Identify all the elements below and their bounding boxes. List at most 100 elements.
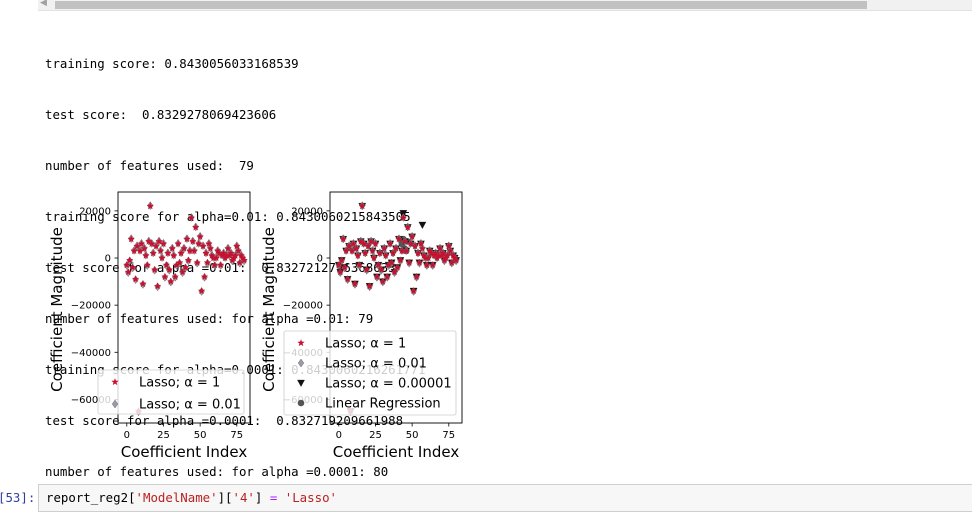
code-value: 'Lasso': [284, 490, 337, 505]
horizontal-scrollbar[interactable]: ◀: [38, 0, 972, 11]
data-point: [194, 239, 203, 248]
data-point: [445, 242, 453, 250]
y-tick-label: −20000: [71, 301, 111, 312]
data-point: [374, 261, 383, 269]
data-point: [370, 254, 378, 262]
code-var: report_reg2: [46, 490, 129, 505]
data-point: [206, 244, 215, 252]
data-point: [392, 244, 400, 252]
data-point: [396, 256, 405, 264]
output-line: test score: 0.8329278069423606: [45, 107, 277, 122]
data-point: [171, 272, 179, 281]
data-point: [174, 239, 182, 248]
y-axis-label: Coefficient Magnitude: [48, 227, 66, 392]
data-point: [403, 223, 412, 231]
data-point: [142, 251, 150, 259]
y-tick-label: 20000: [291, 206, 323, 217]
cell-output-text: training score: 0.8430056033168539 test …: [45, 21, 425, 497]
data-point: [348, 246, 356, 255]
data-point: [167, 277, 175, 285]
code-line[interactable]: report_reg2['ModelName']['4'] = 'Lasso': [46, 490, 337, 505]
scrollbar-thumb[interactable]: [55, 1, 867, 9]
data-point: [387, 258, 396, 266]
data-point: [436, 244, 444, 252]
data-point: [177, 249, 185, 257]
x-axis-label: Coefficient Index: [121, 443, 248, 461]
data-point: [447, 258, 456, 266]
data-point: [150, 265, 159, 274]
legend-label: Lasso; α = 1: [325, 337, 406, 352]
data-point: [362, 265, 371, 274]
data-point: [386, 239, 394, 248]
data-point: [140, 244, 149, 252]
legend-box: [283, 330, 457, 416]
scroll-left-arrow-icon[interactable]: ◀: [40, 0, 47, 8]
x-tick-label: 75: [230, 430, 243, 441]
chart-panel-2: 200000−20000−40000−600000255075Coefficie…: [260, 191, 463, 461]
data-point: [191, 223, 200, 231]
x-tick-label: 0: [124, 430, 130, 441]
data-point: [377, 265, 386, 274]
code-key-modelname: 'ModelName': [135, 490, 218, 505]
data-point: [190, 246, 199, 255]
data-point: [240, 256, 248, 264]
data-point: [212, 254, 221, 262]
data-point: [133, 242, 141, 250]
x-tick-label: 50: [406, 430, 419, 441]
data-point: [355, 261, 364, 269]
data-point: [147, 239, 156, 248]
data-point: [405, 258, 413, 266]
data-point: [181, 263, 190, 271]
legend-label: Lasso; α = 0.01: [325, 357, 427, 372]
data-point: [149, 249, 157, 257]
data-point: [411, 242, 419, 250]
data-point: [383, 272, 391, 281]
data-point: [339, 235, 347, 243]
data-point: [197, 287, 206, 295]
data-point: [202, 249, 210, 257]
data-point: [124, 268, 133, 276]
data-point: [224, 244, 232, 252]
data-point: [193, 258, 201, 266]
code-cell[interactable]: report_reg2['ModelName']['4'] = 'Lasso': [38, 484, 972, 512]
data-point: [373, 272, 381, 281]
output-line: training score: 0.8430056033168539: [45, 56, 299, 71]
data-point: [158, 254, 166, 262]
data-point: [155, 237, 163, 245]
data-point: [376, 249, 384, 257]
legend-marker: [297, 399, 305, 407]
legend-label: Lasso; α = 1: [139, 376, 220, 391]
data-point: [358, 202, 367, 210]
data-point: [418, 244, 427, 252]
legend-marker: [297, 358, 305, 368]
data-point: [169, 251, 178, 259]
data-point: [401, 237, 409, 245]
data-point: [389, 249, 397, 257]
data-point: [337, 256, 346, 264]
legend-label: Lasso; α = 0.00001: [325, 377, 452, 392]
data-point: [340, 263, 349, 271]
data-point: [354, 251, 362, 259]
legend-marker: [111, 399, 119, 409]
y-tick-label: 0: [317, 254, 323, 265]
x-tick-label: 0: [336, 430, 342, 441]
data-point: [345, 242, 353, 250]
data-point: [352, 244, 361, 252]
data-point: [180, 244, 188, 252]
data-point: [349, 239, 358, 248]
data-point: [187, 213, 196, 222]
data-point: [127, 235, 135, 243]
data-point: [336, 268, 345, 276]
legend-label: Linear Regression: [325, 397, 441, 412]
data-point: [203, 258, 212, 266]
y-tick-label: −20000: [283, 301, 323, 312]
data-point: [361, 249, 369, 257]
data-point: [199, 242, 207, 250]
data-point: [424, 254, 433, 262]
data-point: [452, 256, 460, 264]
data-point: [233, 242, 241, 250]
data-point: [409, 287, 418, 295]
x-axis-label: Coefficient Index: [333, 443, 460, 461]
code-key-index: '4': [232, 490, 255, 505]
data-point: [175, 258, 184, 266]
